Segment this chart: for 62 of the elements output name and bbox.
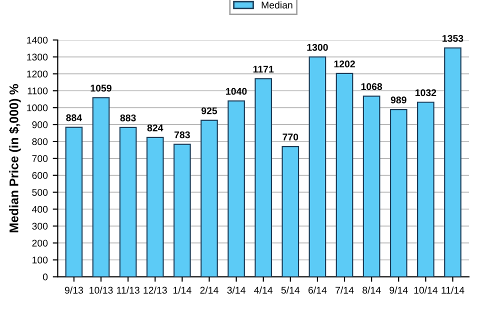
data-label: 1059	[90, 84, 112, 92]
y-tick-label: 300	[32, 222, 48, 230]
x-tick-label: 4/14	[254, 286, 273, 294]
bar	[282, 146, 300, 277]
y-tick-label: 0	[42, 274, 48, 280]
x-tick-label: 10/14	[414, 286, 438, 294]
data-label: 1202	[334, 60, 355, 68]
y-tick-label: 700	[32, 155, 48, 162]
x-tick-label: 7/14	[336, 286, 354, 294]
bar	[119, 126, 137, 277]
bar	[417, 102, 434, 277]
x-tick-label: 9/13	[64, 286, 83, 294]
x-tick-label: 9/14	[390, 286, 408, 294]
data-label: 1171	[253, 66, 274, 73]
bar	[254, 78, 272, 277]
bar	[200, 120, 218, 277]
x-tick-label: 11/13	[117, 286, 140, 294]
x-tick-label: 12/13	[144, 286, 167, 294]
x-tick-label: 10/13	[90, 286, 113, 294]
data-label: 883	[120, 114, 136, 122]
y-tick-label: 1100	[28, 87, 48, 94]
bar	[65, 126, 83, 277]
x-tick-label: 3/14	[227, 286, 246, 294]
y-tick-label: 800	[32, 138, 48, 146]
data-label: 989	[390, 96, 406, 104]
bar	[228, 100, 245, 277]
x-tick-label: 2/14	[200, 286, 218, 294]
x-tick-label: 8/14	[362, 286, 381, 294]
data-label: 1300	[307, 44, 328, 51]
y-tick-label: 200	[32, 240, 48, 247]
x-tick-label: 5/14	[281, 286, 300, 294]
data-label: 783	[174, 131, 190, 138]
y-tick-label: 100	[32, 256, 48, 264]
data-label: 1353	[442, 34, 464, 42]
x-tick-label: 6/14	[308, 286, 327, 294]
data-label: 1068	[361, 83, 382, 90]
x-tick-label: 1/14	[173, 286, 192, 294]
y-tick-label: 400	[32, 206, 48, 213]
data-label: 770	[282, 134, 298, 140]
bar	[146, 136, 164, 277]
legend-label: Median	[262, 1, 292, 9]
y-tick-label: 1300	[27, 54, 48, 61]
y-axis-title: Median Price (in $,000) %	[8, 84, 21, 232]
y-tick-label: 500	[32, 188, 48, 196]
bar	[444, 47, 462, 277]
y-tick-label: 900	[32, 121, 48, 128]
bar	[174, 144, 191, 277]
data-label: 1032	[415, 89, 436, 96]
data-label: 884	[66, 114, 82, 122]
bar	[390, 108, 408, 277]
bar	[92, 97, 110, 277]
y-tick-label: 1000	[27, 104, 48, 112]
x-tick-label: 11/14	[442, 286, 464, 294]
bar	[308, 56, 326, 277]
data-label: 824	[147, 124, 164, 132]
y-tick-label: 1200	[27, 70, 48, 78]
bar	[362, 96, 380, 277]
y-tick-label: 600	[32, 172, 48, 179]
data-label: 1040	[226, 88, 247, 95]
data-label: 925	[201, 107, 218, 114]
bar	[336, 72, 354, 277]
y-tick-label: 1400	[27, 36, 48, 44]
